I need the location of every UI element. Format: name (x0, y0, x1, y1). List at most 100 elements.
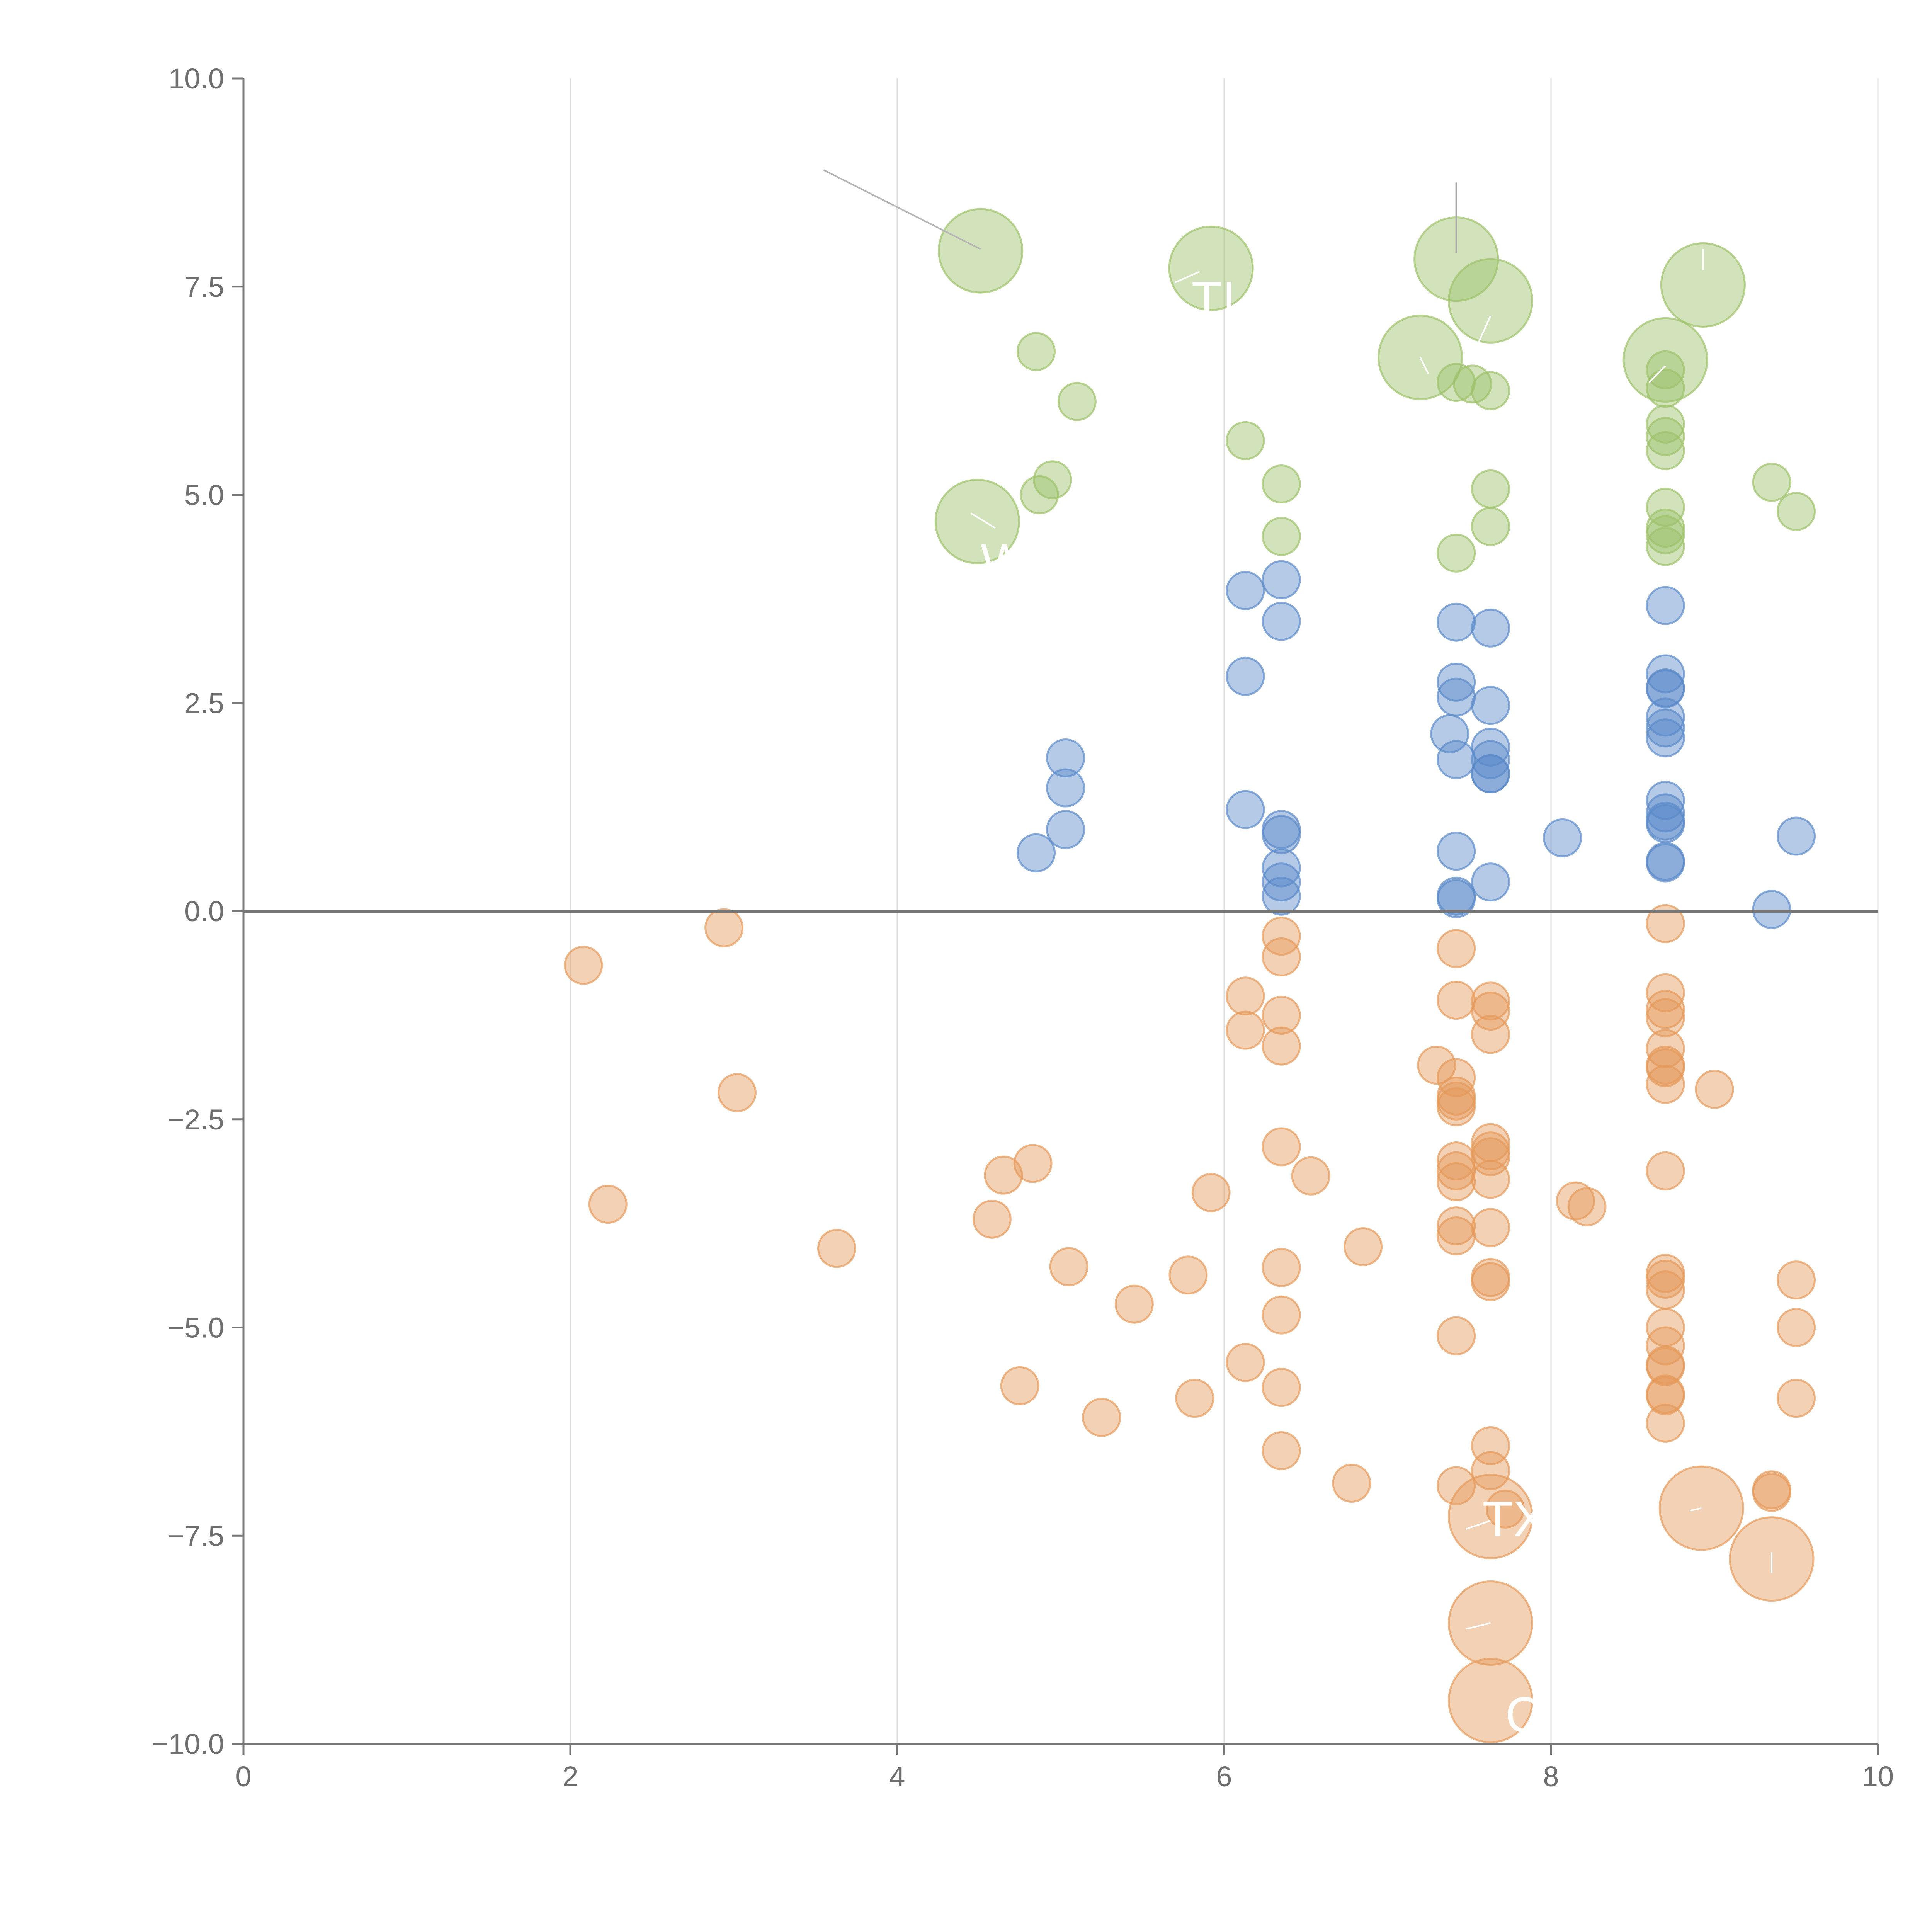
blue-point (1646, 718, 1685, 758)
green-point (1752, 463, 1791, 502)
annotation-leader (823, 169, 981, 250)
annotation-label: TI (1191, 271, 1236, 327)
green-point (1033, 460, 1072, 500)
blue-point (1471, 686, 1510, 725)
green-point (938, 208, 1024, 294)
orange-point (1262, 1368, 1301, 1407)
annotations: W TI TX O C (981, 271, 1680, 1743)
orange-point (1168, 1255, 1208, 1295)
blue-point (1646, 781, 1685, 820)
orange-point (1262, 1026, 1301, 1066)
blue-point (1430, 714, 1469, 753)
orange-point (1646, 1065, 1685, 1104)
orange-point (1191, 1173, 1231, 1212)
orange-point (1437, 1087, 1476, 1126)
blue-point (1262, 876, 1301, 916)
orange-point (1437, 1466, 1476, 1505)
green-point (1777, 492, 1816, 531)
green-point (1471, 469, 1510, 509)
x-tick-label: 2 (562, 1760, 578, 1793)
blue-point (1646, 669, 1685, 709)
y-tick-label: −7.5 (168, 1520, 224, 1552)
y-tick-label: −2.5 (168, 1104, 224, 1136)
orange-point (1777, 1379, 1816, 1418)
orange-point (1646, 1260, 1685, 1299)
orange-point (1471, 1451, 1510, 1490)
blue-point (1646, 586, 1685, 625)
orange-point (1471, 1262, 1510, 1301)
y-tick-label: 2.5 (184, 687, 224, 719)
green-point (1646, 369, 1685, 408)
orange-point (1646, 1403, 1685, 1443)
green-point (1646, 488, 1685, 527)
orange-point (1777, 1260, 1816, 1300)
y-axis-ticks: 10.0 7.5 5.0 2.5 0.0 −2.5 −5.0 −7.5 −10.0 (152, 63, 243, 1760)
orange-point (717, 1073, 757, 1112)
orange-point (1049, 1247, 1088, 1286)
x-tick-label: 4 (889, 1760, 905, 1793)
orange-point (1114, 1284, 1154, 1324)
blue-point (1437, 879, 1476, 918)
x-tick-label: 0 (235, 1760, 251, 1793)
green-point (1471, 507, 1510, 546)
orange-point (1437, 1162, 1476, 1201)
orange-point (1262, 1127, 1301, 1167)
green-point (1262, 464, 1301, 503)
orange-point (1471, 992, 1510, 1031)
blue-point (1437, 662, 1476, 702)
annotation-leaders (823, 169, 1773, 1630)
orange-point (1646, 990, 1685, 1029)
green-point (1017, 332, 1056, 371)
orange-point (1291, 1156, 1330, 1196)
orange-point (1447, 1658, 1533, 1743)
blue-point (1752, 890, 1791, 929)
blue-point (1437, 677, 1476, 717)
blue-point (1262, 848, 1301, 888)
green-point (1437, 533, 1476, 573)
orange-point (1556, 1181, 1595, 1221)
annotation-leader (1175, 271, 1200, 283)
orange-point (1344, 1227, 1383, 1266)
orange-point (1486, 1489, 1525, 1529)
blue-point (1262, 602, 1301, 641)
green-point (1646, 515, 1685, 554)
green-point (1646, 404, 1685, 444)
blue-point (1777, 816, 1816, 856)
y-tick-label: −10.0 (152, 1728, 224, 1760)
orange-point (1695, 1070, 1734, 1109)
orange-point (1646, 1376, 1685, 1415)
green-point (1447, 258, 1533, 344)
green-point (1168, 225, 1254, 311)
blue-point (1226, 790, 1265, 829)
orange-point (1646, 1151, 1685, 1190)
orange-point (1471, 1208, 1510, 1247)
blue-point (1437, 740, 1476, 779)
blue-point (1046, 768, 1085, 808)
blue-point (1262, 815, 1301, 854)
orange-point (1437, 1206, 1476, 1246)
blue-point (1226, 656, 1265, 696)
blue-point (1437, 602, 1476, 642)
blue-point (1262, 862, 1301, 902)
blue-point (1471, 608, 1510, 648)
annotation-label: O (1641, 1532, 1680, 1589)
orange-point (1262, 1248, 1301, 1287)
blue-point (1017, 833, 1056, 872)
annotation-leader (1466, 1520, 1491, 1530)
annotation-leader (1466, 1622, 1491, 1630)
orange-point (588, 1185, 628, 1224)
y-tick-label: −5.0 (168, 1312, 224, 1344)
orange-point (1471, 981, 1510, 1021)
y-tick-label: 0.0 (184, 895, 224, 927)
blue-point (1646, 804, 1685, 844)
orange-point (1262, 937, 1301, 977)
blue-point (1262, 560, 1301, 599)
y-tick-label: 5.0 (184, 479, 224, 511)
orange-point (1082, 1398, 1121, 1437)
orange-point (1000, 1366, 1039, 1405)
green-point (1226, 421, 1265, 460)
green-point (1471, 371, 1510, 410)
x-axis-ticks: 0 2 4 6 8 10 (235, 1744, 1894, 1793)
blue-point (1646, 843, 1685, 883)
